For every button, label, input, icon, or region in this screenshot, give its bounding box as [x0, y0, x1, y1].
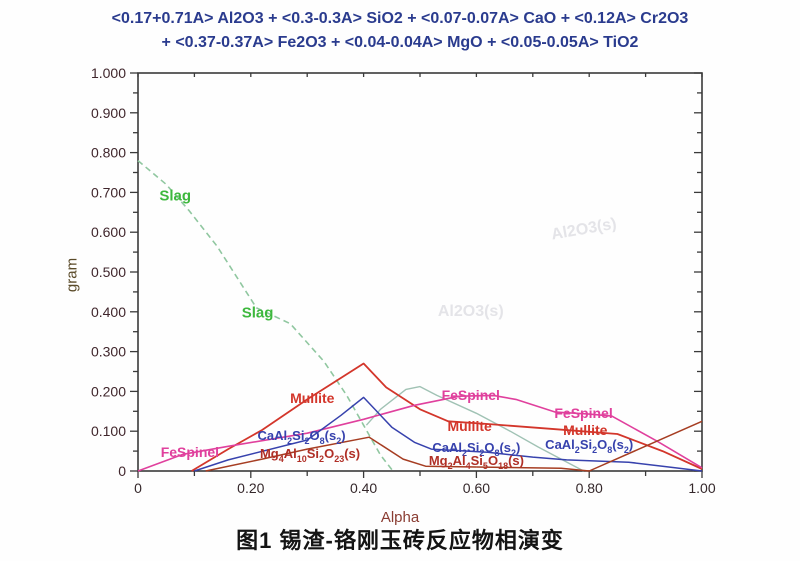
series-unlabeled [365, 385, 584, 472]
svg-text:0.100: 0.100 [91, 423, 126, 439]
formula-line-2: + <0.37-0.37A> Fe2O3 + <0.04-0.04A> MgO … [161, 34, 639, 51]
plot-box [137, 72, 703, 472]
svg-text:1.000: 1.000 [91, 65, 126, 81]
svg-text:0.700: 0.700 [91, 184, 126, 200]
series-mg4al10si2o23-s- [205, 436, 477, 472]
figure-caption: 图1 锡渣-铬刚玉砖反应物相演变 [236, 528, 564, 553]
svg-text:0.300: 0.300 [91, 344, 126, 360]
svg-text:0.20: 0.20 [237, 480, 264, 496]
series-fespinel [137, 394, 703, 472]
svg-text:0.500: 0.500 [91, 264, 126, 280]
formula-line-1: <0.17+0.71A> Al2O3 + <0.3-0.3A> SiO2 + <… [111, 10, 689, 27]
series-mg2al4si5o18-s- [476, 420, 703, 472]
x-tick-labels: 0 0.20 0.40 0.60 0.80 1.00 [134, 480, 716, 496]
svg-text:0.40: 0.40 [350, 480, 377, 496]
x-axis-ticks [137, 73, 703, 478]
svg-text:0.800: 0.800 [91, 145, 126, 161]
svg-text:0.200: 0.200 [91, 383, 126, 399]
svg-text:0.600: 0.600 [91, 224, 126, 240]
svg-text:1.00: 1.00 [688, 480, 715, 496]
series-slag [137, 159, 394, 472]
x-axis-label: Alpha [380, 509, 420, 526]
svg-text:0.900: 0.900 [91, 105, 126, 121]
series-caal2si2o8-s2- [194, 396, 703, 472]
chart-formula-title: <0.17+0.71A> Al2O3 + <0.3-0.3A> SiO2 + <… [0, 7, 800, 55]
svg-text:0: 0 [118, 463, 126, 479]
y-axis-ticks [130, 72, 702, 472]
y-tick-labels: 1.000 0.900 0.800 0.700 0.600 0.500 0.400 0.300… [91, 65, 126, 479]
y-axis-label: gram [63, 257, 81, 293]
svg-text:0: 0 [134, 480, 142, 496]
svg-text:0.80: 0.80 [576, 480, 603, 496]
svg-text:0.400: 0.400 [91, 304, 126, 320]
series-mullite [191, 362, 703, 472]
svg-text:0.60: 0.60 [463, 480, 490, 496]
